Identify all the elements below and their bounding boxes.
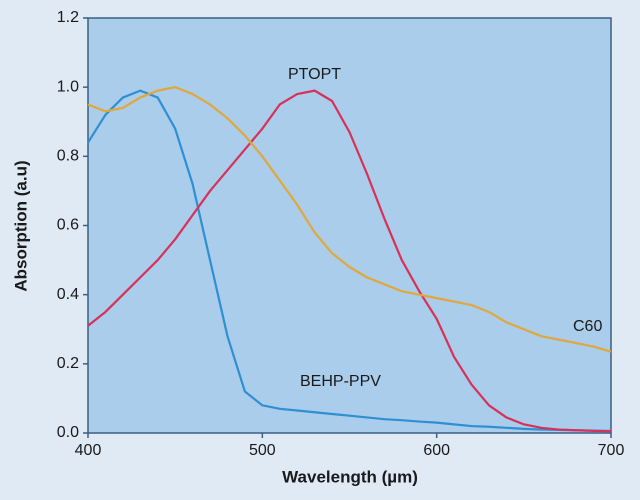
y-tick-label: 0.8 [57,148,79,165]
y-tick-label: 0.6 [57,217,79,234]
x-tick-label: 400 [75,442,102,459]
x-axis-title: Wavelength (µm) [282,467,418,486]
x-tick-label: 500 [249,442,276,459]
y-tick-label: 0.2 [57,355,79,372]
plot-area [87,17,612,434]
series-label: PTOPT [288,66,341,83]
x-tick-label: 600 [423,442,450,459]
series-label: BEHP-PPV [300,373,381,390]
series-line [87,89,612,433]
series-line [87,86,612,353]
series-line [87,89,612,433]
x-tick-label: 700 [598,442,625,459]
y-tick-label: 1.2 [57,9,79,26]
y-tick-label: 1.0 [57,78,79,95]
y-tick-label: 0.4 [57,286,79,303]
series-label: C60 [573,318,602,335]
y-axis-title: Absorption (a.u) [11,160,30,291]
y-tick-label: 0.0 [57,424,79,441]
